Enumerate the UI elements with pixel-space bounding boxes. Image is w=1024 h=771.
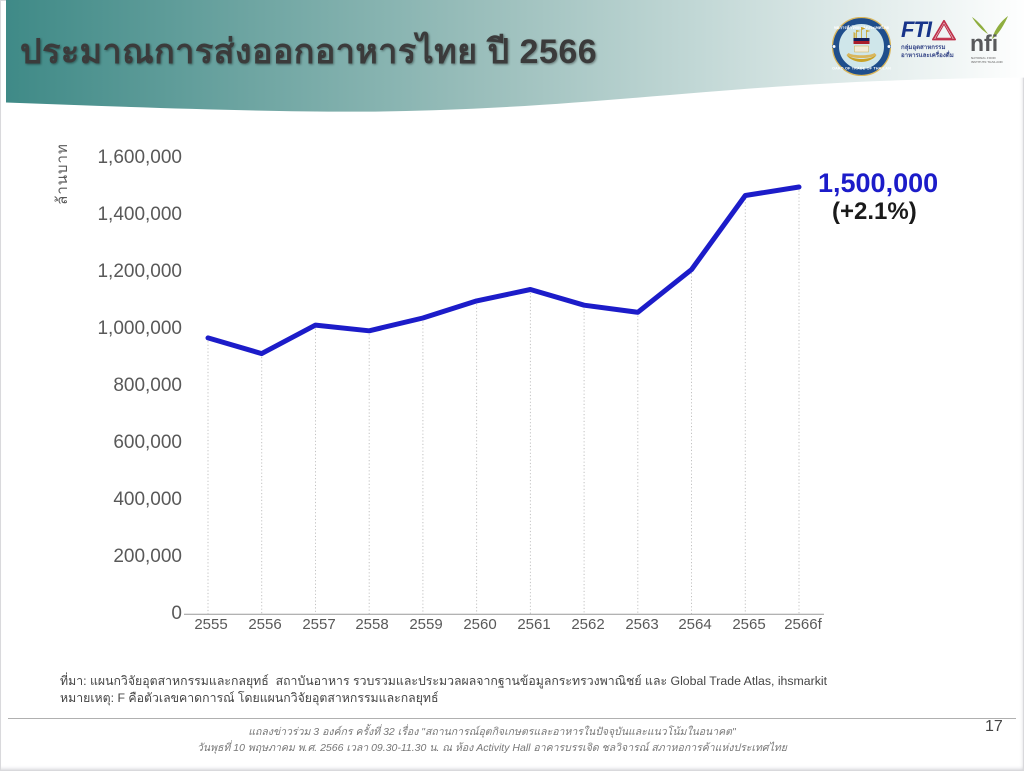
svg-text:1,000,000: 1,000,000 bbox=[97, 318, 182, 339]
svg-text:BOARD OF TRADE OF THAILAND: BOARD OF TRADE OF THAILAND bbox=[832, 67, 891, 71]
svg-text:600,000: 600,000 bbox=[113, 432, 182, 453]
svg-text:800,000: 800,000 bbox=[113, 375, 182, 396]
svg-text:1,200,000: 1,200,000 bbox=[97, 261, 182, 282]
svg-text:INSTITUTE THAILAND: INSTITUTE THAILAND bbox=[971, 60, 1003, 64]
svg-text:1,400,000: 1,400,000 bbox=[97, 204, 182, 225]
svg-text:200,000: 200,000 bbox=[113, 546, 182, 567]
svg-text:nfi: nfi bbox=[970, 30, 998, 56]
svg-text:400,000: 400,000 bbox=[113, 489, 182, 510]
svg-text:1,600,000: 1,600,000 bbox=[97, 147, 182, 168]
